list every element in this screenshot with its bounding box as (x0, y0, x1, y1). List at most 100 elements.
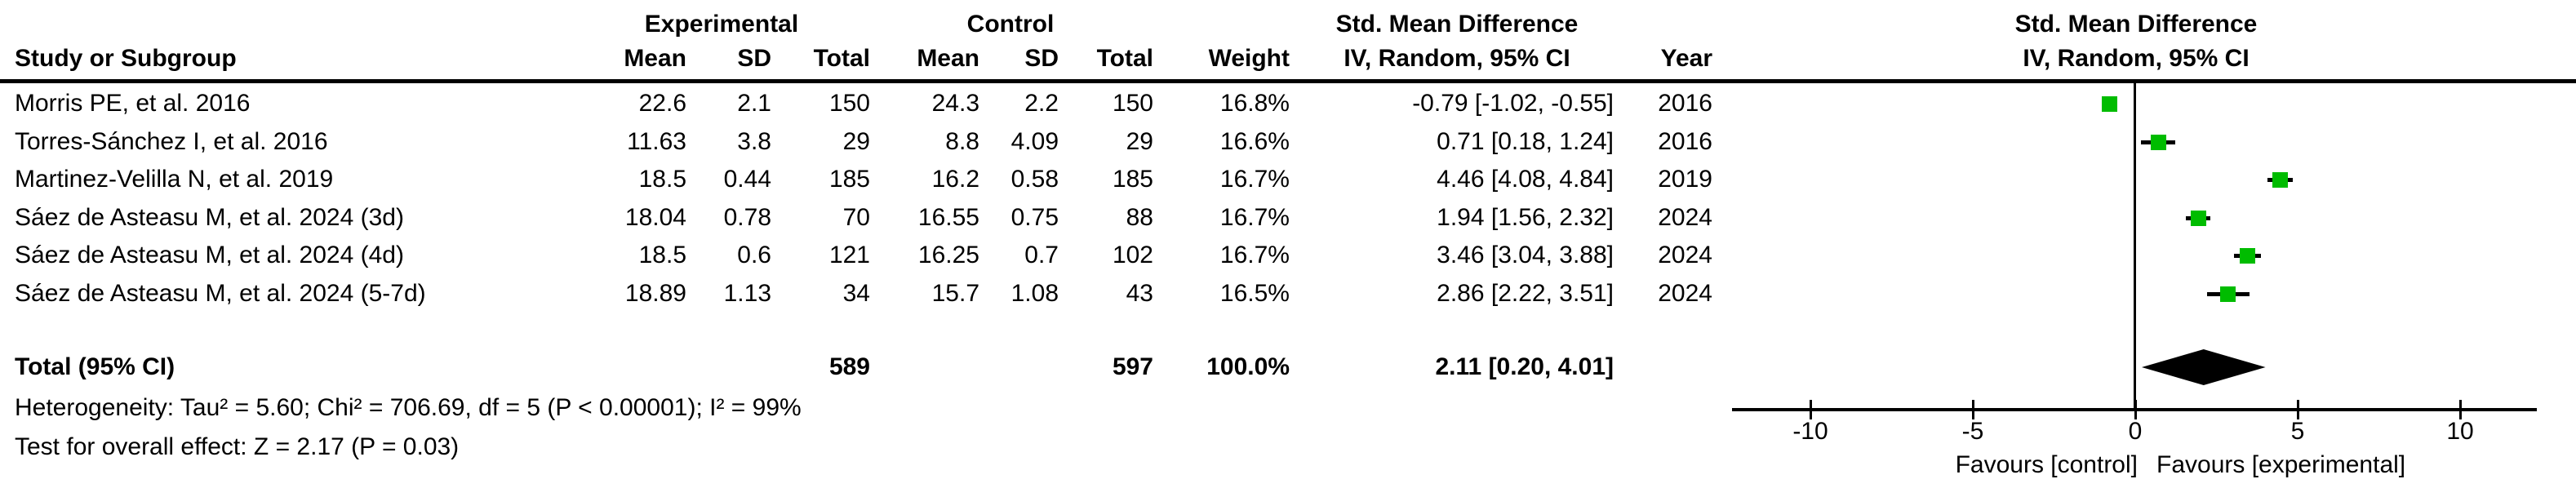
sd-control: 2.2 (1024, 90, 1059, 117)
axis-tick-label: 5 (2290, 418, 2305, 445)
col-header-iv: IV, Random, 95% CI (1344, 45, 1570, 72)
total-ci: 2.11 [0.20, 4.01] (1435, 353, 1614, 380)
heterogeneity-text: Heterogeneity: Tau² = 5.60; Chi² = 706.6… (15, 394, 802, 421)
mean-control: 16.55 (917, 204, 979, 231)
year-value: 2019 (1658, 166, 1712, 193)
weight-value: 16.6% (1219, 128, 1290, 155)
sd-control: 1.08 (1010, 280, 1059, 307)
weight-value: 16.5% (1219, 280, 1290, 307)
effect-square (2272, 171, 2288, 188)
total-experimental: 150 (828, 90, 870, 117)
mean-control: 16.2 (931, 166, 979, 193)
col-header-sd-c: SD (1024, 45, 1059, 72)
effect-square (2190, 210, 2206, 226)
sd-experimental: 2.1 (737, 90, 771, 117)
year-value: 2024 (1658, 204, 1712, 231)
weight-value: 16.8% (1219, 90, 1290, 117)
col-header-mean-c: Mean (917, 45, 979, 72)
favours-left-label: Favours [control] (1955, 451, 2138, 478)
total-experimental: 589 (828, 353, 870, 380)
group-header-experimental: Experimental (644, 11, 799, 38)
total-control: 150 (1112, 90, 1153, 117)
group-header-control: Control (966, 11, 1055, 38)
col-header-weight: Weight (1208, 45, 1290, 72)
sd-experimental: 0.44 (723, 166, 771, 193)
total-experimental: 34 (842, 280, 870, 307)
sd-control: 4.09 (1010, 128, 1059, 155)
ci-value: 2.86 [2.22, 3.51] (1437, 280, 1614, 307)
ci-value: -0.79 [-1.02, -0.55] (1412, 90, 1614, 117)
axis-tick (2458, 400, 2462, 419)
study-label: Torres-Sánchez I, et al. 2016 (15, 128, 328, 155)
axis-tick-label: -10 (1792, 418, 1828, 445)
mean-experimental: 18.89 (624, 280, 686, 307)
plot-subtitle: IV, Random, 95% CI (2023, 45, 2250, 72)
mean-experimental: 18.5 (638, 242, 686, 268)
study-label: Sáez de Asteasu M, et al. 2024 (3d) (15, 204, 404, 231)
mean-experimental: 11.63 (627, 128, 686, 155)
total-control: 102 (1112, 242, 1153, 268)
header-separator-line (0, 79, 2576, 83)
effect-square (2240, 247, 2256, 264)
study-label: Martinez-Velilla N, et al. 2019 (15, 166, 334, 193)
pooled-diamond (2141, 349, 2266, 385)
year-value: 2024 (1658, 280, 1712, 307)
ci-value: 1.94 [1.56, 2.32] (1437, 204, 1614, 231)
total-experimental: 185 (828, 166, 870, 193)
col-header-total-e: Total (813, 45, 870, 72)
total-experimental: 70 (842, 204, 870, 231)
weight-value: 16.7% (1219, 242, 1290, 268)
sd-experimental: 0.6 (737, 242, 771, 268)
year-value: 2024 (1658, 242, 1712, 268)
total-experimental: 121 (828, 242, 870, 268)
axis-tick-label: 10 (2446, 418, 2474, 445)
axis-tick (2296, 400, 2299, 419)
group-header-smd: Std. Mean Difference (1335, 11, 1579, 38)
sd-experimental: 1.13 (723, 280, 771, 307)
sd-experimental: 0.78 (723, 204, 771, 231)
axis-tick (1971, 400, 1974, 419)
study-label: Sáez de Asteasu M, et al. 2024 (4d) (15, 242, 404, 268)
sd-experimental: 3.8 (737, 128, 771, 155)
mean-experimental: 18.5 (638, 166, 686, 193)
ci-value: 4.46 [4.08, 4.84] (1437, 166, 1614, 193)
total-control: 88 (1126, 204, 1153, 231)
axis-tick-label: -5 (1961, 418, 1984, 445)
total-control: 597 (1112, 353, 1153, 380)
mean-experimental: 18.04 (624, 204, 686, 231)
sd-control: 0.7 (1024, 242, 1059, 268)
sd-control: 0.75 (1010, 204, 1059, 231)
year-value: 2016 (1658, 128, 1712, 155)
study-label: Morris PE, et al. 2016 (15, 90, 251, 117)
col-header-year: Year (1660, 45, 1712, 72)
mean-control: 15.7 (931, 280, 979, 307)
axis-tick (1809, 400, 1812, 419)
favours-right-label: Favours [experimental] (2156, 451, 2406, 478)
ci-value: 3.46 [3.04, 3.88] (1437, 242, 1614, 268)
study-label: Sáez de Asteasu M, et al. 2024 (5-7d) (15, 280, 426, 307)
overall-effect-text: Test for overall effect: Z = 2.17 (P = 0… (15, 433, 460, 460)
col-header-sd-e: SD (737, 45, 771, 72)
col-header-study: Study or Subgroup (15, 45, 237, 72)
col-header-total-c: Total (1096, 45, 1153, 72)
total-experimental: 29 (842, 128, 870, 155)
axis-tick (2134, 400, 2137, 419)
weight-value: 16.7% (1219, 166, 1290, 193)
ci-value: 0.71 [0.18, 1.24] (1437, 128, 1614, 155)
total-label: Total (95% CI) (15, 353, 175, 380)
year-value: 2016 (1658, 90, 1712, 117)
total-control: 43 (1126, 280, 1153, 307)
effect-square (2220, 286, 2236, 302)
axis-tick-label: 0 (2128, 418, 2143, 445)
total-control: 29 (1126, 128, 1153, 155)
effect-square (2102, 95, 2118, 112)
sd-control: 0.58 (1010, 166, 1059, 193)
plot-title: Std. Mean Difference (2014, 11, 2258, 38)
total-control: 185 (1112, 166, 1153, 193)
col-header-mean-e: Mean (624, 45, 686, 72)
weight-value: 16.7% (1219, 204, 1290, 231)
effect-square (2150, 134, 2166, 150)
mean-control: 24.3 (931, 90, 979, 117)
zero-reference-line (2134, 83, 2136, 410)
